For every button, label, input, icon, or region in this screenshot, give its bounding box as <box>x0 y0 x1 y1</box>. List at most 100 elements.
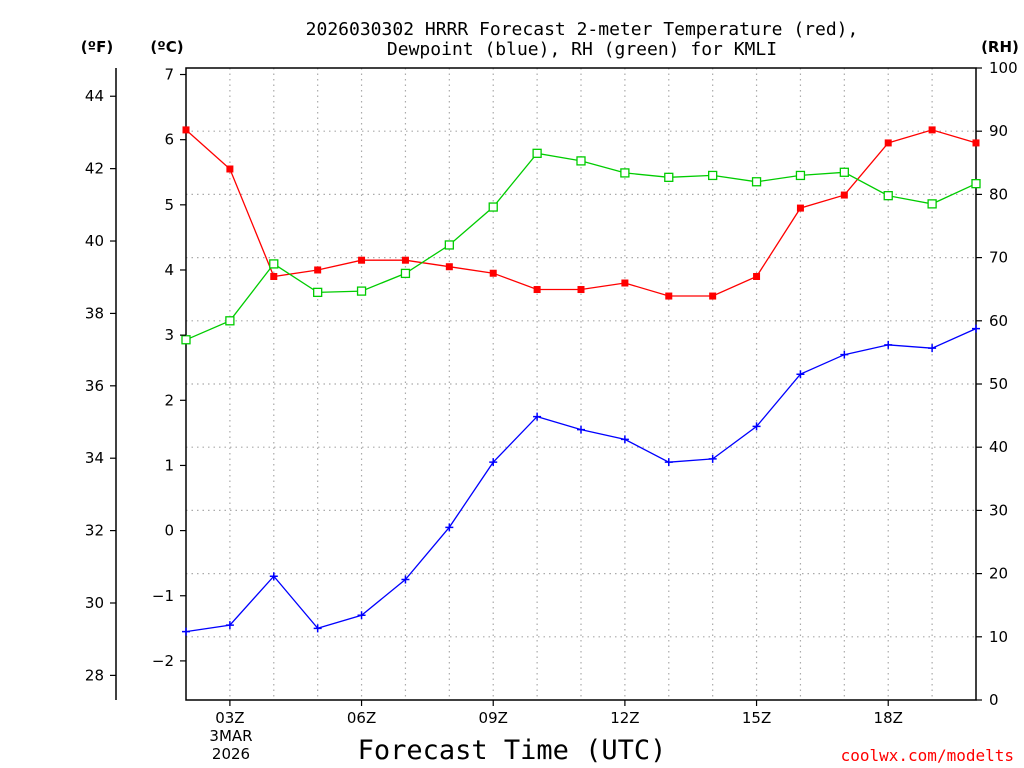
rh-tick-label: 100 <box>989 59 1018 77</box>
dewpoint-point <box>884 340 893 349</box>
temperature-point <box>182 126 190 134</box>
celsius-tick-label: 2 <box>164 391 174 409</box>
dewpoint-point <box>489 458 498 467</box>
rh-point <box>356 286 367 296</box>
celsius-tick-label: 0 <box>164 522 174 540</box>
rh-point <box>444 240 454 250</box>
temperature-point <box>489 269 497 277</box>
dewpoint-point <box>533 412 542 421</box>
rh-point <box>708 170 718 181</box>
dewpoint-point <box>796 370 805 379</box>
rh-tick-label: 10 <box>989 628 1008 646</box>
x-tick-label: 15Z <box>742 709 771 727</box>
rh-point <box>971 179 981 189</box>
temperature-point <box>621 279 629 287</box>
dewpoint-point <box>225 621 234 630</box>
celsius-axis-label: (ºC) <box>150 38 183 56</box>
chart-title-line1: 2026030302 HRRR Forecast 2-meter Tempera… <box>306 19 859 40</box>
rh-point <box>620 168 630 178</box>
rh-point <box>795 170 806 181</box>
dewpoint-point <box>972 324 980 333</box>
rh-point <box>839 167 849 177</box>
rh-tick-label: 20 <box>989 565 1008 583</box>
x-tick-label: 06Z <box>347 709 376 727</box>
date-label-month: 3MAR <box>209 727 252 745</box>
fahrenheit-axis-label: (ºF) <box>81 38 113 56</box>
dewpoint-point <box>928 344 937 353</box>
rh-tick-label: 70 <box>989 249 1008 267</box>
chart-title-line2: Dewpoint (blue), RH (green) for KMLI <box>387 39 777 60</box>
temperature-point <box>577 286 585 294</box>
temperature-point <box>972 139 980 147</box>
temperature-point <box>314 266 322 274</box>
temperature-point <box>358 256 366 264</box>
dewpoint-point <box>445 523 454 532</box>
fahrenheit-tick-label: 40 <box>85 232 104 250</box>
fahrenheit-tick-label: 36 <box>85 377 104 395</box>
rh-point <box>883 191 893 201</box>
rh-tick-label: 60 <box>989 312 1008 330</box>
dewpoint-point <box>269 572 278 581</box>
temperature-point <box>884 139 892 147</box>
series-layer <box>181 126 981 636</box>
temperature-point <box>665 292 673 300</box>
temperature-point <box>533 286 541 294</box>
x-tick-label: 03Z <box>215 709 244 727</box>
dewpoint-point <box>752 422 761 431</box>
dewpoint-point <box>182 627 190 636</box>
rh-tick-label: 80 <box>989 185 1008 203</box>
x-axis-title: Forecast Time (UTC) <box>358 735 667 766</box>
fahrenheit-tick-label: 38 <box>85 304 104 322</box>
dewpoint-point <box>401 575 410 584</box>
celsius-tick-label: −2 <box>152 652 174 670</box>
temperature-point <box>928 126 936 134</box>
fahrenheit-tick-label: 30 <box>85 594 104 612</box>
rh-tick-label: 30 <box>989 501 1008 519</box>
temperature-point <box>840 191 848 199</box>
rh-point <box>313 287 323 298</box>
rh-axis-label: (RH) <box>981 38 1019 56</box>
rh-point <box>269 259 279 269</box>
rh-point <box>488 202 498 212</box>
date-label-year: 2026 <box>212 745 250 763</box>
celsius-tick-label: 3 <box>164 326 174 344</box>
dewpoint-point <box>620 435 629 444</box>
fahrenheit-tick-label: 44 <box>85 87 104 105</box>
celsius-tick-label: 4 <box>164 261 174 279</box>
x-tick-label: 09Z <box>479 709 508 727</box>
dewpoint-point <box>840 350 849 359</box>
rh-line <box>185 152 977 341</box>
dewpoint-point <box>577 425 585 434</box>
rh-tick-label: 0 <box>989 691 999 709</box>
temperature-point <box>753 272 761 280</box>
rh-point <box>927 199 937 209</box>
rh-point <box>181 335 191 345</box>
rh-point <box>532 148 542 158</box>
fahrenheit-tick-label: 28 <box>85 666 104 684</box>
x-tick-label: 12Z <box>610 709 639 727</box>
temperature-point <box>270 272 278 280</box>
temperature-point <box>445 263 453 271</box>
fahrenheit-tick-label: 42 <box>85 160 104 178</box>
celsius-tick-label: 7 <box>164 66 174 84</box>
rh-point <box>751 177 762 187</box>
celsius-tick-label: 1 <box>164 456 174 474</box>
dewpoint-point <box>708 454 717 463</box>
axes-layer: 283032343638404244−2−1012345670102030405… <box>85 59 1018 727</box>
dewpoint-point <box>664 458 673 467</box>
celsius-tick-label: −1 <box>152 587 174 605</box>
rh-point <box>576 156 586 166</box>
rh-tick-label: 90 <box>989 122 1008 140</box>
fahrenheit-tick-label: 34 <box>85 449 104 467</box>
celsius-tick-label: 5 <box>164 196 174 214</box>
rh-tick-label: 50 <box>989 375 1008 393</box>
rh-point <box>400 268 411 279</box>
celsius-tick-label: 6 <box>164 131 174 149</box>
temperature-point <box>709 292 717 300</box>
rh-point <box>664 172 674 182</box>
rh-point <box>225 316 235 326</box>
x-tick-label: 18Z <box>874 709 903 727</box>
temperature-point <box>401 256 409 264</box>
temperature-line <box>185 129 977 297</box>
